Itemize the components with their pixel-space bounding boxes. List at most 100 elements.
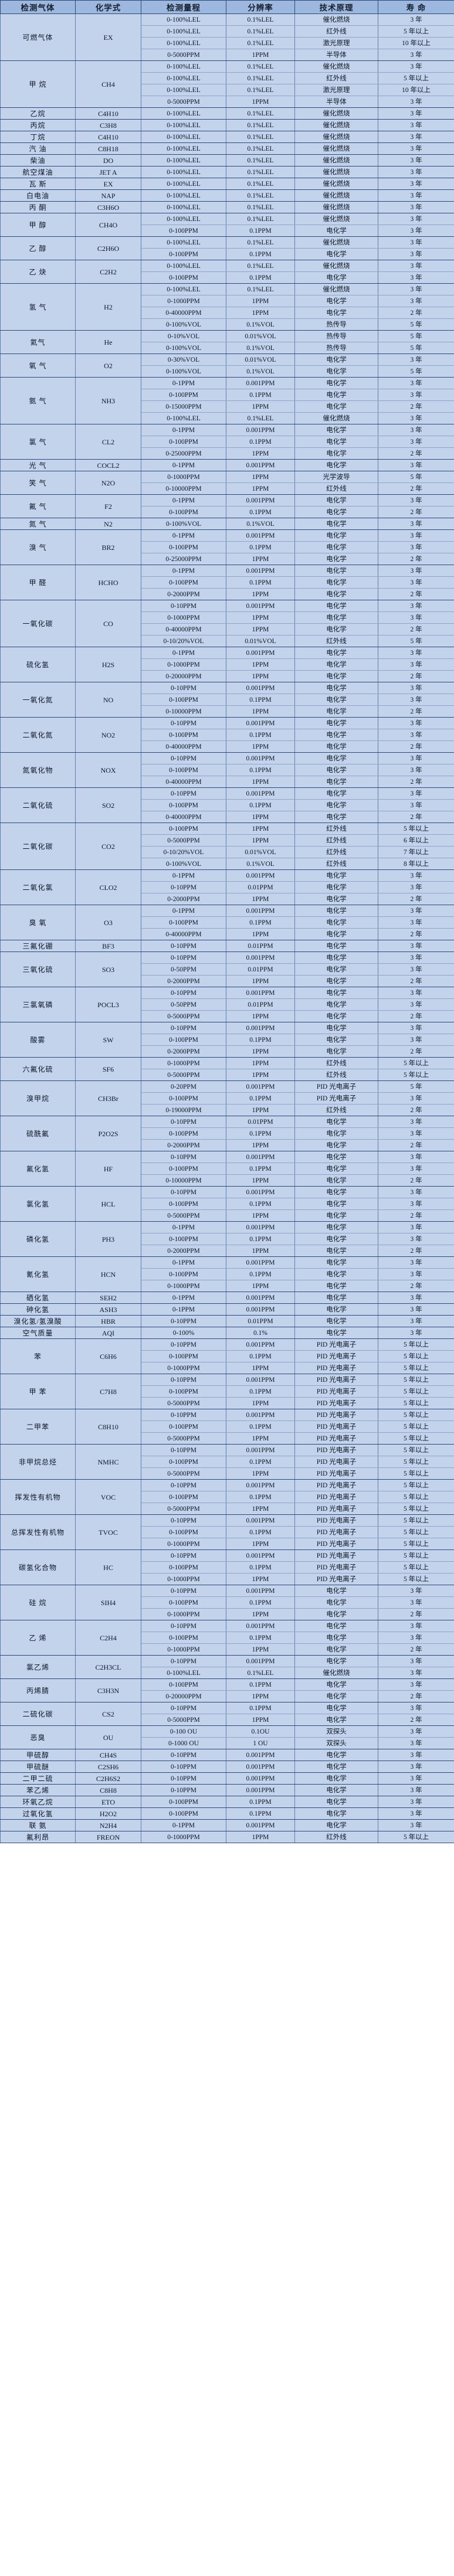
gas-name-cell: 碳氢化合物 [0,1549,76,1585]
lifetime-cell: 5 年以上 [378,1514,454,1527]
detection-range-cell: 0-10PPM [141,1409,226,1421]
detection-range-cell: 0-2000PPM [141,1139,226,1151]
technology-principle-cell: 催化燃烧 [294,119,378,131]
gas-name-cell: 苯 [0,1338,76,1374]
lifetime-cell: 3 年 [378,424,454,436]
lifetime-cell: 3 年 [378,1315,454,1327]
chemical-formula-cell: HCHO [75,565,141,600]
technology-principle-cell: 红外线 [294,1069,378,1081]
table-row: 二硫化碳 CS2 0-10PPM 0.1PPM 电化学 3 年 [0,1702,454,1726]
chemical-formula-cell: C8H10 [75,1409,141,1445]
resolution-cell: 0.001PPM [226,1514,295,1527]
detection-range-cell: 0-100PPM [141,506,226,518]
detection-range-cell: 0-40000PPM [141,307,226,319]
technology-principle-cell: 电化学 [294,658,378,671]
detection-range-cell: 0-10%VOL [141,330,226,342]
chemical-formula-cell: C2H4 [75,1620,141,1656]
table-row: 二甲二硫 C2H6S2 0-10PPM 0.001PPM 电化学 3 年 [0,1772,454,1785]
chemical-formula-cell: SF6 [75,1057,141,1081]
column-header-range: 检测量程 [141,0,226,14]
gas-name-cell: 瓦 斯 [0,178,76,190]
table-row: 空气质量 AQI 0-100% 0.1% 电化学 3 年 [0,1327,454,1339]
resolution-cell: 0.001PPM [226,1151,295,1163]
table-row: 酸雾 SW 0-10PPM 0.001PPM 电化学 3 年 [0,1022,454,1058]
chemical-formula-cell: C6H6 [75,1338,141,1374]
lifetime-cell: 2 年 [378,975,454,987]
detection-range-cell: 0-1PPM [141,494,226,507]
lifetime-cell: 3 年 [378,1127,454,1140]
lifetime-cell: 3 年 [378,1221,454,1233]
detection-range-cell: 0-100%LEL [141,107,226,120]
technology-principle-cell: 电化学 [294,436,378,448]
resolution-cell: 0.001PPM [226,1292,295,1304]
gas-name-cell: 氧 气 [0,354,76,378]
technology-principle-cell: 红外线 [294,846,378,858]
lifetime-cell: 3 年 [378,1819,454,1831]
detection-range-cell: 0-1PPM [141,1256,226,1269]
resolution-cell: 0.1PPM [226,1678,295,1691]
resolution-cell: 0.1%LEL [226,178,295,190]
table-row: 笑 气 N2O 0-1000PPM 1PPM 光学波导 5 年 [0,471,454,495]
lifetime-cell: 3 年 [378,717,454,729]
table-row: 0-19000PPM 1PPM 红外线 2 年 [1,1104,454,1116]
lifetime-cell: 3 年 [378,658,454,671]
table-row: 可燃气体 EX 0-100%LEL 0.1%LEL 催化燃烧 3 年 [0,13,454,61]
table-row: 0-100PPM 0.1PPM 电化学 3 年 [1,1233,454,1245]
detection-range-cell: 0-30%VOL [141,354,226,366]
resolution-cell: 0.1PPM [226,1350,295,1362]
detection-range-cell: 0-10PPM [141,951,226,964]
table-row: 0-100PPM 0.1PPM 电化学 3 年 [1,1596,454,1609]
resolution-cell: 1PPM [226,1503,295,1515]
technology-principle-cell: 电化学 [294,799,378,811]
table-row: 0-100PPM 0.1PPM 电化学 3 年 [1,271,454,284]
gas-name-cell: 挥发性有机物 [0,1479,76,1515]
chemical-formula-cell: TVOC [75,1514,141,1550]
table-row: 0-5000PPM 1PPM 红外线 5 年以上 [1,1069,454,1081]
table-row: 0-100%LEL 0.1%LEL 红外线 5 年以上 [1,72,454,84]
table-row: 环氧乙烷 ETO 0-100PPM 0.1PPM 电化学 3 年 [0,1796,454,1808]
table-row: 0-5000PPM 1PPM PID 光电离子 5 年以上 [1,1397,454,1409]
lifetime-cell: 2 年 [378,1714,454,1726]
detection-range-cell: 0-5000PPM [141,1467,226,1480]
gas-name-cell: 臭 氧 [0,905,76,940]
resolution-cell: 0.1%VOL [226,342,295,354]
resolution-cell: 0.1PPM [226,694,295,706]
lifetime-cell: 5 年以上 [378,823,454,835]
resolution-cell: 1PPM [226,975,295,987]
lifetime-cell: 3 年 [378,459,454,471]
technology-principle-cell: 电化学 [294,1010,378,1022]
technology-principle-cell: 电化学 [294,787,378,800]
lifetime-cell: 3 年 [378,752,454,764]
gas-name-cell: 乙烷 [0,107,76,120]
gas-name-cell: 航空煤油 [0,166,76,178]
resolution-cell: 0.1%LEL [226,283,295,295]
resolution-cell: 0.1PPM [226,916,295,929]
technology-principle-cell: 催化燃烧 [294,107,378,120]
technology-principle-cell: 催化燃烧 [294,201,378,213]
table-row: 碳氢化合物 HC 0-10PPM 0.001PPM PID 光电离子 5 年以上 [0,1549,454,1585]
gas-name-cell: 氮氧化物 [0,752,76,788]
technology-principle-cell: 电化学 [294,1585,378,1597]
technology-principle-cell: 红外线 [294,858,378,870]
technology-principle-cell: 电化学 [294,776,378,788]
lifetime-cell: 3 年 [378,916,454,929]
table-row: 0-100PPM 0.1PPM PID 光电离子 5 年以上 [1,1350,454,1362]
chemical-formula-cell: BF3 [75,940,141,952]
lifetime-cell: 3 年 [378,1596,454,1609]
chemical-formula-cell: CH4 [75,60,141,108]
resolution-cell: 0.1%LEL [226,236,295,249]
detection-range-cell: 0-10PPM [141,1151,226,1163]
lifetime-cell: 2 年 [378,1280,454,1292]
detection-range-cell: 0-40000PPM [141,776,226,788]
table-row: 0-40000PPM 1PPM 电化学 2 年 [1,740,454,753]
resolution-cell: 0.1%LEL [226,72,295,84]
gas-name-cell: 二甲苯 [0,1409,76,1445]
detection-range-cell: 0-100PPM [141,1632,226,1644]
chemical-formula-cell: C4H10 [75,131,141,143]
table-row: 0-40000PPM 1PPM 电化学 2 年 [1,623,454,635]
resolution-cell: 1PPM [226,623,295,635]
resolution-cell: 0.001PPM [226,1620,295,1632]
technology-principle-cell: 电化学 [294,1163,378,1175]
detection-range-cell: 0-1000PPM [141,1280,226,1292]
table-row: 0-5000PPM 1PPM 电化学 2 年 [1,1209,454,1222]
